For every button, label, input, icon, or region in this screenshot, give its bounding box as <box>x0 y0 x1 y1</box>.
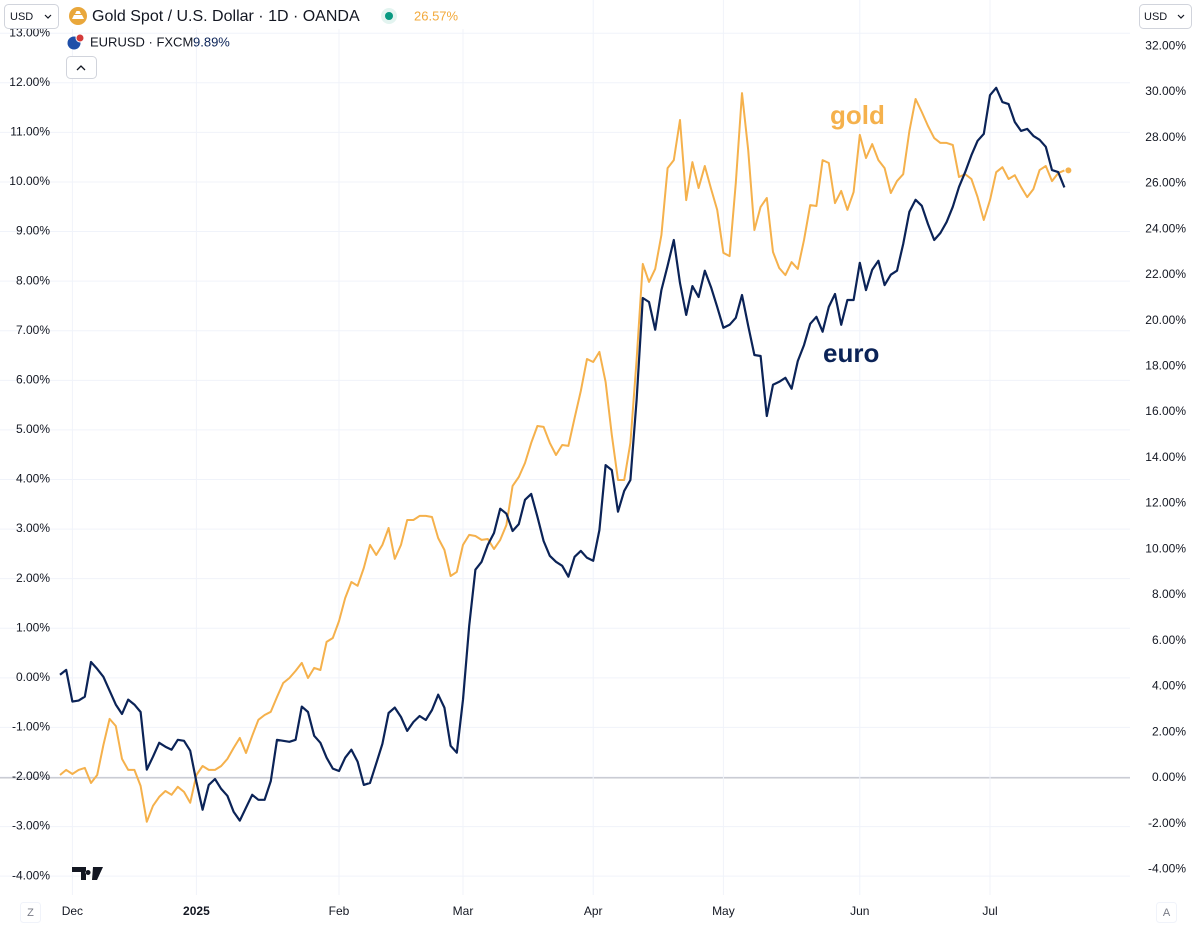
y-tick-label: -2.00% <box>12 769 50 783</box>
series-legend-name: Gold Spot / U.S. Dollar · 1D · OANDA <box>92 8 360 25</box>
y2-tick-label: 22.00% <box>1145 267 1186 281</box>
chevron <box>1177 14 1185 19</box>
chevron-up <box>76 65 86 71</box>
collapse-button[interactable] <box>66 56 97 79</box>
y2-tick-label: 32.00% <box>1145 38 1186 52</box>
y2-tick-label: 24.00% <box>1145 221 1186 235</box>
x-tick-label: May <box>712 904 735 918</box>
y2-tick-label: 16.00% <box>1145 404 1186 418</box>
y2-tick-label: -4.00% <box>1148 862 1186 876</box>
annotation: euro <box>823 338 879 368</box>
y-tick-label: 6.00% <box>16 372 50 386</box>
gold-icon-shape <box>72 11 84 19</box>
currency-label: USD <box>10 11 33 23</box>
tradingview-logo <box>72 867 103 880</box>
x-tick-label: Jul <box>982 904 997 918</box>
x-tick-label: 2025 <box>183 904 210 918</box>
zoom-button-label: Z <box>27 907 34 919</box>
y2-tick-label: 20.00% <box>1145 313 1186 327</box>
plot-layer: gold euro <box>59 86 1072 823</box>
auto-scale-label: A <box>1163 907 1171 919</box>
y-tick-label: 1.00% <box>16 620 50 634</box>
y2-tick-label: 4.00% <box>1152 679 1186 693</box>
y-tick-label: 4.00% <box>16 472 50 486</box>
y-tick-label: 10.00% <box>9 174 50 188</box>
y2-tick-label: 26.00% <box>1145 176 1186 190</box>
y2-tick-label: 30.00% <box>1145 84 1186 98</box>
y-tick-label: 9.00% <box>16 224 50 238</box>
chevron <box>44 14 52 19</box>
y2-tick-label: 6.00% <box>1152 633 1186 647</box>
y2-tick-label: -2.00% <box>1148 816 1186 830</box>
x-tick-label: Jun <box>850 904 869 918</box>
currency-label: USD <box>1144 11 1167 23</box>
y-tick-label: 11.00% <box>10 125 50 139</box>
y2-tick-label: 14.00% <box>1145 450 1186 464</box>
y-tick-label: 12.00% <box>9 75 50 89</box>
header: USD Gold Spot / U.S. Dollar · 1D · OANDA… <box>0 0 1192 79</box>
zoom-button[interactable] <box>20 902 41 923</box>
grid-layer <box>0 0 1130 895</box>
auto-scale-button[interactable] <box>1156 902 1177 923</box>
annotation: gold <box>830 100 885 130</box>
y2-tick-label: 0.00% <box>1152 770 1186 784</box>
currency-button[interactable] <box>4 4 59 29</box>
series-line <box>59 92 1065 823</box>
y-tick-label: 2.00% <box>16 571 50 585</box>
series-line <box>59 86 1066 822</box>
series-legend-name: EURUSD · FXCM <box>90 34 193 49</box>
y-tick-label: 5.00% <box>16 422 50 436</box>
y-tick-label: -1.00% <box>12 720 50 734</box>
y-tick-label: 0.00% <box>16 670 50 684</box>
y-tick-label: 7.00% <box>16 323 50 337</box>
x-tick-label: Dec <box>62 904 83 918</box>
status-dot <box>385 12 393 20</box>
last-value-dot <box>1065 167 1072 174</box>
y2-tick-label: 10.00% <box>1145 541 1186 555</box>
usd-icon <box>75 33 85 43</box>
axis-layer: -4.00% -3.00% -2.00% -1.00% 0.00% 1.00% 2.00% 3… <box>9 25 1186 918</box>
y-tick-label: 3.00% <box>16 521 50 535</box>
y-tick-label: 8.00% <box>16 273 50 287</box>
y2-tick-label: 18.00% <box>1145 358 1186 372</box>
y2-tick-label: 8.00% <box>1152 587 1186 601</box>
y-tick-label: -4.00% <box>12 868 50 882</box>
currency-button[interactable] <box>1139 4 1192 29</box>
series-legend-value: 9.89% <box>193 34 230 49</box>
x-tick-label: Feb <box>329 904 350 918</box>
y2-tick-label: 28.00% <box>1145 130 1186 144</box>
y-tick-label: -3.00% <box>12 819 50 833</box>
y2-tick-label: 2.00% <box>1152 724 1186 738</box>
y2-tick-label: 12.00% <box>1145 496 1186 510</box>
x-tick-label: Apr <box>584 904 603 918</box>
x-tick-label: Mar <box>453 904 474 918</box>
series-legend-value: 26.57% <box>414 8 459 23</box>
